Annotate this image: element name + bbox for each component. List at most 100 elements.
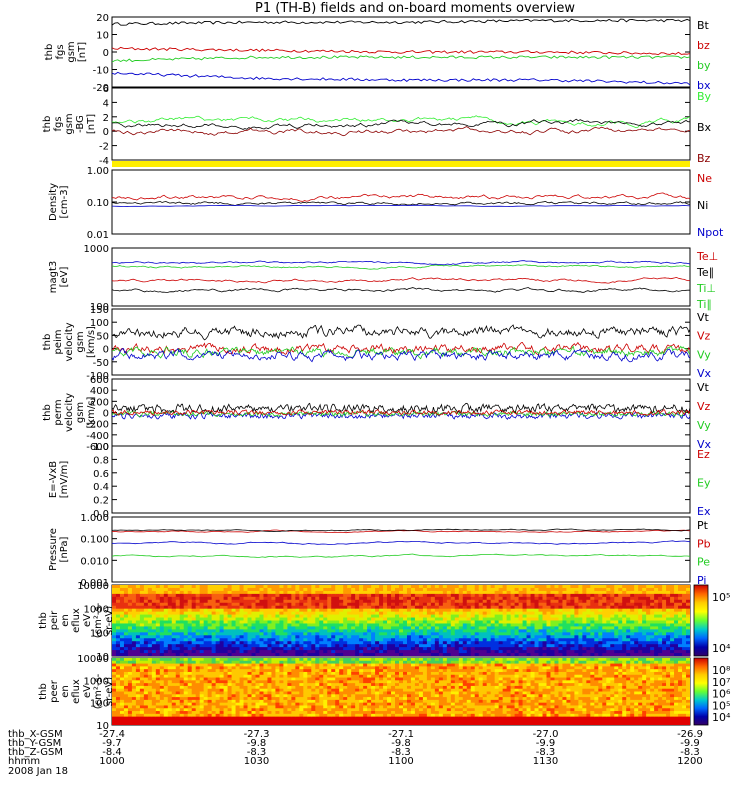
legend-entry: By bbox=[697, 90, 712, 103]
series-Pi bbox=[112, 541, 690, 545]
y-label: -BG bbox=[75, 115, 86, 133]
y-label: thb bbox=[42, 334, 53, 351]
y-tick-label: 0.010 bbox=[80, 556, 109, 567]
y-tick-label: 100 bbox=[90, 318, 109, 329]
panel-frame bbox=[112, 170, 690, 234]
y-tick-label: 0 bbox=[103, 409, 109, 420]
panel-content bbox=[112, 658, 691, 726]
y-tick-label: 0 bbox=[103, 48, 109, 59]
legend-entry: Vx bbox=[697, 367, 712, 380]
chart-title: P1 (TH-B) fields and on-board moments ov… bbox=[255, 1, 575, 16]
legend-entry: Ti⊥ bbox=[696, 282, 716, 295]
legend-entry: Ni bbox=[697, 199, 708, 212]
panel-frame bbox=[112, 517, 690, 582]
y-label: gsm bbox=[75, 402, 86, 423]
y-tick-label: -10 bbox=[93, 66, 109, 77]
y-label: thb bbox=[42, 116, 53, 133]
y-tick-label: 0 bbox=[103, 345, 109, 356]
legend-entry: Pe bbox=[697, 556, 710, 569]
y-label: [mV/m] bbox=[59, 461, 70, 499]
series-bz bbox=[112, 47, 690, 54]
y-label: en bbox=[60, 685, 71, 698]
legend-entry: Vt bbox=[697, 311, 710, 324]
highlight-bar bbox=[112, 161, 690, 167]
y-label: eV bbox=[82, 614, 93, 627]
y-tick-label: 100 bbox=[90, 699, 109, 710]
panel-content bbox=[112, 116, 690, 136]
legend-entry: Ne bbox=[697, 172, 712, 185]
panel-content bbox=[112, 529, 690, 557]
series-Ti-par bbox=[112, 265, 690, 269]
y-label: fgs bbox=[53, 116, 64, 131]
panel-content bbox=[112, 325, 690, 362]
y-tick-label: 0.2 bbox=[93, 496, 109, 507]
y-tick-label: 10000 bbox=[77, 654, 109, 665]
y-label: Density bbox=[48, 183, 59, 221]
legend-entry: Ex bbox=[697, 505, 711, 518]
series-Bt bbox=[112, 19, 690, 25]
y-tick-label: 1000 bbox=[84, 605, 109, 616]
legend-entry: Vz bbox=[697, 330, 711, 343]
series-Npot bbox=[112, 205, 690, 206]
y-tick-label: 400 bbox=[90, 386, 109, 397]
y-tick-label: 200 bbox=[90, 397, 109, 408]
y-tick-label: 50 bbox=[96, 331, 109, 342]
legend-entry: Npot bbox=[697, 226, 724, 239]
legend-entry: Te∥ bbox=[696, 266, 714, 279]
y-tick-label: 0.6 bbox=[93, 469, 109, 480]
legend-entry: Vt bbox=[697, 381, 710, 394]
colorbar-tick: 10⁴ bbox=[712, 642, 731, 655]
panel-content bbox=[112, 403, 690, 419]
y-tick-label: 1000 bbox=[84, 676, 109, 687]
panel-frame bbox=[112, 446, 690, 513]
series-Vt bbox=[112, 403, 690, 413]
series-Vt bbox=[112, 325, 690, 340]
y-tick-label: 150 bbox=[90, 305, 109, 316]
y-label: perm bbox=[53, 399, 64, 425]
y-label: [cm-3] bbox=[59, 185, 70, 218]
legend-entry: Vz bbox=[697, 400, 711, 413]
y-label: magt3 bbox=[48, 261, 59, 294]
series-Ne bbox=[112, 193, 690, 202]
y-label: thb bbox=[42, 404, 53, 421]
legend-entry: Ez bbox=[697, 448, 710, 461]
legend-entry: Bx bbox=[697, 121, 712, 134]
y-label: E=-VxB bbox=[48, 461, 59, 498]
y-tick-label: 10000 bbox=[77, 581, 109, 592]
panel-frame bbox=[112, 309, 690, 375]
y-tick-label: 1000 bbox=[84, 244, 109, 255]
y-label: [eV] bbox=[59, 267, 70, 288]
y-label: thb bbox=[38, 683, 49, 700]
y-tick-label: 4 bbox=[103, 98, 109, 109]
y-label: Pressure bbox=[48, 528, 59, 571]
legend-entry: Bt bbox=[697, 19, 710, 32]
series-bx bbox=[112, 72, 690, 85]
y-label: thb bbox=[38, 612, 49, 629]
y-label: [nT] bbox=[86, 114, 97, 134]
y-label: [nPa] bbox=[59, 536, 70, 562]
y-label: velocity bbox=[64, 322, 75, 361]
y-tick-label: 0.01 bbox=[87, 230, 109, 241]
series-Bz bbox=[112, 127, 690, 136]
panel-pressure: Pressure[nPa]1.0000.1000.0100.001PtPbPeP… bbox=[48, 513, 711, 589]
y-label: peer bbox=[49, 679, 60, 703]
legend-entry: Vy bbox=[697, 419, 711, 432]
y-tick-label: 1.000 bbox=[80, 513, 109, 524]
y-label: fgs bbox=[55, 44, 66, 59]
y-label: [nT] bbox=[77, 42, 88, 62]
y-label: gsm bbox=[75, 331, 86, 352]
series-Te-perp bbox=[112, 277, 690, 283]
y-tick-label: -2 bbox=[99, 142, 109, 153]
y-tick-label: 1.00 bbox=[87, 166, 109, 177]
legend-entry: by bbox=[697, 59, 711, 72]
y-label: peim bbox=[53, 329, 64, 354]
y-tick-label: 600 bbox=[90, 375, 109, 386]
y-tick-label: 10 bbox=[96, 31, 109, 42]
